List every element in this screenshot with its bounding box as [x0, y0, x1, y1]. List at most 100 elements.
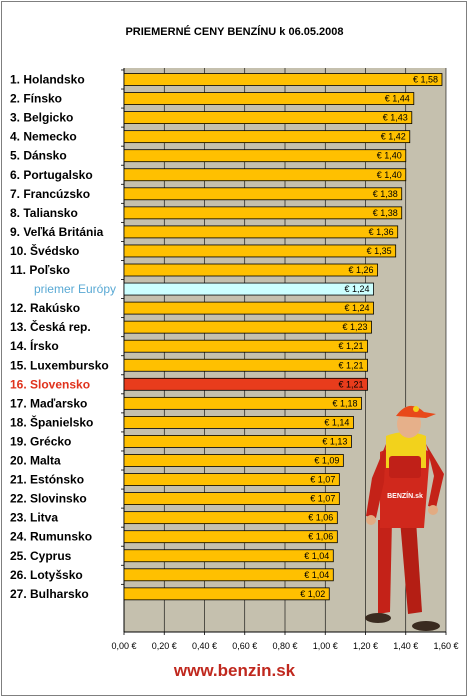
data-label: € 1,04 — [304, 570, 329, 580]
category-label: 27. Bulharsko — [10, 587, 89, 601]
bar — [123, 435, 352, 448]
data-label: € 1,58 — [413, 75, 438, 85]
bar — [123, 149, 407, 163]
data-label: € 1,44 — [385, 94, 410, 104]
x-tick-label: 1,60 € — [433, 641, 458, 651]
bar — [123, 263, 378, 277]
bar — [123, 130, 411, 144]
x-tick-label: 0,80 € — [272, 641, 297, 651]
x-tick-label: 0,60 € — [232, 641, 257, 651]
bar — [123, 301, 374, 315]
bar — [123, 168, 407, 182]
x-tick-label: 0,00 € — [111, 641, 136, 651]
category-label: 6. Portugalsko — [10, 168, 93, 182]
bar — [123, 511, 338, 525]
bar — [123, 282, 374, 296]
data-label: € 1,07 — [310, 475, 335, 485]
bar — [123, 111, 413, 124]
data-label: € 1,04 — [304, 551, 329, 561]
bar — [123, 358, 368, 372]
data-label: € 1,38 — [373, 189, 398, 199]
data-label: € 1,24 — [345, 303, 370, 313]
category-label: 14. Írsko — [10, 338, 59, 353]
category-label: 16. Slovensko — [10, 377, 90, 391]
bar — [123, 73, 443, 86]
category-label: 25. Cyprus — [10, 549, 72, 563]
chart-title: PRIEMERNÉ CENY BENZÍNU k 06.05.2008 — [125, 26, 344, 38]
category-label: priemer Európy — [34, 282, 116, 296]
category-label: 21. Estónsko — [10, 473, 84, 487]
mascot-badge: BENZÍN.sk — [387, 491, 423, 500]
x-tick-label: 1,00 € — [313, 641, 338, 651]
category-label: 17. Maďarsko — [10, 396, 87, 410]
data-label: € 1,36 — [369, 227, 394, 237]
category-label: 8. Taliansko — [10, 206, 78, 220]
category-label: 9. Veľká Británia — [10, 225, 104, 239]
data-label: € 1,42 — [381, 132, 406, 142]
bars: € 1,58€ 1,44 € 1,43 € 1,42 € 1,40 € 1,40 € 1,… — [121, 69, 443, 601]
category-label: 26. Lotyšsko — [10, 568, 83, 582]
category-label: 4. Nemecko — [10, 130, 77, 144]
category-label: 10. Švédsko — [10, 243, 79, 258]
data-label: € 1,40 — [377, 170, 402, 180]
data-label: € 1,14 — [324, 417, 349, 427]
data-label: € 1,13 — [322, 436, 347, 446]
bar — [123, 206, 403, 220]
x-tick-label: 0,20 € — [152, 641, 177, 651]
data-label: € 1,21 — [338, 341, 363, 351]
data-label: € 1,07 — [310, 494, 335, 504]
data-label: € 1,23 — [343, 322, 368, 332]
bar — [123, 530, 338, 544]
data-label: € 1,38 — [373, 208, 398, 218]
data-label: € 1,06 — [308, 532, 333, 542]
data-label: € 1,26 — [349, 265, 374, 275]
category-label: 20. Malta — [10, 454, 61, 468]
bar — [123, 187, 403, 201]
data-label: € 1,40 — [377, 151, 402, 161]
bar — [123, 587, 330, 601]
x-axis-ticks: 0,00 € 0,20 € 0,40 € 0,60 € 0,80 € 1,00 € 1,20… — [111, 632, 459, 651]
data-label: € 1,21 — [338, 360, 363, 370]
bar — [123, 396, 362, 410]
category-label: 5. Dánsko — [10, 149, 67, 163]
data-label: € 1,24 — [345, 284, 370, 294]
category-label: 13. Česká rep. — [10, 319, 91, 334]
category-label: 7. Francúzsko — [10, 187, 90, 201]
data-label: € 1,06 — [308, 513, 333, 523]
category-label: 3. Belgicko — [10, 111, 73, 125]
category-label: 23. Litva — [10, 511, 58, 525]
category-labels: 1. Holandsko 2. Fínsko 3. Belgicko 4. Nemec… — [10, 73, 116, 601]
category-label: 15. Luxembursko — [10, 358, 109, 372]
bar — [123, 549, 334, 563]
data-label: € 1,09 — [314, 456, 339, 466]
data-label: € 1,35 — [367, 246, 392, 256]
bar — [123, 339, 368, 353]
category-label: 11. Poľsko — [10, 263, 70, 277]
category-label: 24. Rumunsko — [10, 530, 92, 544]
bar — [123, 568, 334, 582]
bar — [123, 320, 372, 334]
category-label: 2. Fínsko — [10, 92, 62, 106]
category-label: 12. Rakúsko — [10, 301, 80, 315]
gas-station-mascot-icon: BENZÍN.sk — [365, 405, 444, 631]
bar — [123, 492, 340, 506]
bar — [123, 454, 344, 467]
footer-url: www.benzin.sk — [173, 661, 296, 680]
category-label: 1. Holandsko — [10, 73, 85, 87]
data-label: € 1,18 — [332, 398, 357, 408]
bar — [123, 473, 340, 486]
data-label: € 1,43 — [383, 113, 408, 123]
category-label: 18. Španielsko — [10, 414, 93, 429]
bar — [123, 244, 397, 258]
data-label: € 1,02 — [300, 589, 325, 599]
data-label: € 1,21 — [338, 379, 363, 389]
x-tick-label: 1,40 € — [393, 641, 418, 651]
bar — [123, 415, 354, 429]
bar — [123, 377, 368, 391]
bar — [123, 225, 399, 239]
x-tick-label: 1,20 € — [353, 641, 378, 651]
bar — [123, 92, 415, 105]
category-label: 19. Grécko — [10, 434, 71, 448]
x-tick-label: 0,40 € — [192, 641, 217, 651]
